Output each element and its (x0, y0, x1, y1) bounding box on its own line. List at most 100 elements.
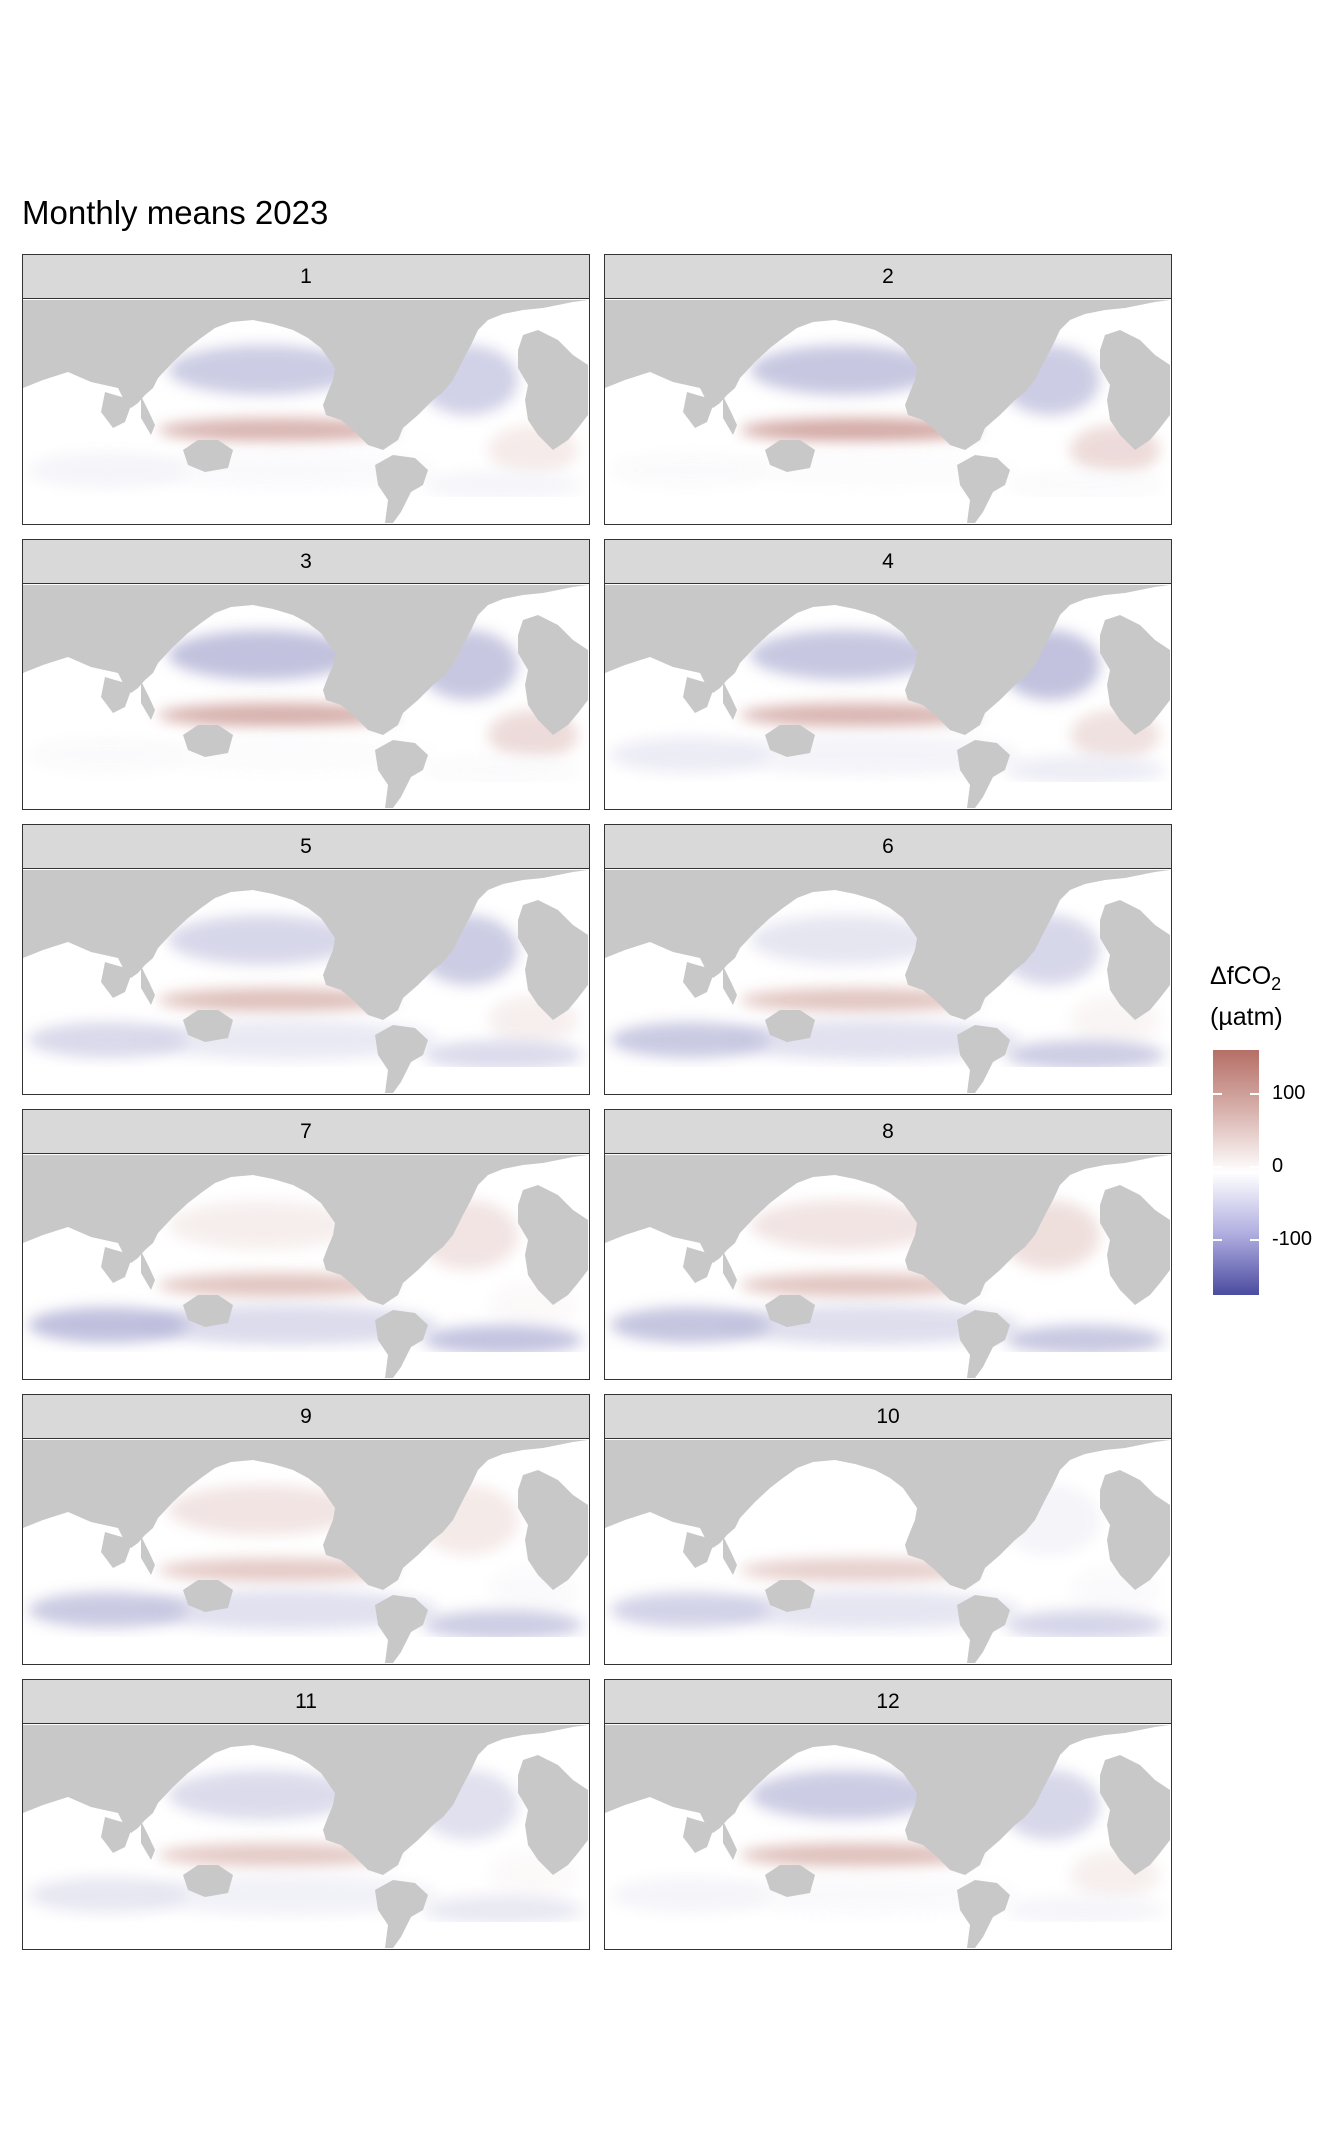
field-equatorial-pacific (740, 1273, 980, 1297)
field-equatorial-pacific (158, 1558, 398, 1582)
facet-panel-5: 5 (22, 824, 590, 1095)
land-mass-3 (101, 962, 133, 998)
land-mass-1 (605, 1725, 1170, 1875)
land-mass-1 (605, 300, 1170, 450)
legend-tick-label: -100 (1272, 1228, 1313, 1251)
land-mass-4 (765, 1865, 815, 1897)
facet-strip-label: 4 (605, 540, 1171, 584)
field-equatorial-pacific (740, 988, 980, 1012)
land-mass-6 (957, 1025, 1010, 1093)
field-north-pacific (750, 345, 940, 395)
land-mass-1 (605, 870, 1170, 1020)
ocean-map (605, 1725, 1170, 1948)
field-indian-ocean (610, 737, 770, 773)
land-mass-4 (183, 440, 233, 472)
legend-tick-mark (1250, 1239, 1259, 1242)
field-north-pacific (750, 915, 940, 965)
land-mass-4 (765, 1010, 815, 1042)
field-north-pacific (168, 1770, 358, 1820)
field-southern-atlantic (423, 755, 583, 785)
land-mass-6 (375, 740, 428, 808)
field-indian-ocean (610, 1877, 770, 1913)
field-southern-atlantic (423, 470, 583, 500)
field-north-pacific (168, 1485, 358, 1535)
land-mass-2 (141, 1821, 155, 1860)
color-legend: ΔfCO2 (µatm) 100 0 -100 (1210, 960, 1344, 1295)
land-mass-1 (23, 1440, 588, 1590)
ocean-map (605, 870, 1170, 1093)
field-equatorial-pacific (158, 1273, 398, 1297)
facet-panel-9: 9 (22, 1394, 590, 1665)
ocean-map (23, 870, 588, 1093)
land-mass-5 (1100, 900, 1170, 1020)
land-mass-5 (1100, 1470, 1170, 1590)
land-mass-2 (723, 1536, 737, 1575)
land-mass-3 (101, 392, 133, 428)
field-equatorial-pacific (158, 1843, 398, 1867)
land-mass-1 (605, 585, 1170, 735)
land-mass-5 (1100, 1755, 1170, 1875)
legend-tick-mark (1250, 1166, 1259, 1168)
facet-panel-6: 6 (604, 824, 1172, 1095)
ocean-map (23, 1440, 588, 1663)
facet-panel-4: 4 (604, 539, 1172, 810)
facet-strip-label: 11 (23, 1680, 589, 1724)
land-mass-6 (957, 455, 1010, 523)
land-mass-5 (518, 330, 588, 450)
facet-panel-7: 7 (22, 1109, 590, 1380)
legend-tick-label: 100 (1272, 1081, 1306, 1104)
field-indian-ocean (610, 452, 770, 488)
land-mass-4 (765, 1295, 815, 1327)
facet-strip-label: 8 (605, 1110, 1171, 1154)
facet-strip-label: 3 (23, 540, 589, 584)
land-mass-6 (375, 455, 428, 523)
facet-strip-label: 1 (23, 255, 589, 299)
land-mass-3 (101, 1532, 133, 1568)
legend-title-unit: (µatm) (1210, 1003, 1283, 1031)
land-mass-2 (723, 681, 737, 720)
field-southern-atlantic (423, 1610, 583, 1640)
facet-strip-label: 2 (605, 255, 1171, 299)
land-mass-6 (375, 1595, 428, 1663)
ocean-map (23, 1725, 588, 1948)
land-mass-4 (183, 1295, 233, 1327)
field-indian-ocean (28, 1022, 188, 1058)
legend-tick-label: 0 (1272, 1155, 1284, 1177)
land-mass-5 (518, 900, 588, 1020)
facet-panel-8: 8 (604, 1109, 1172, 1380)
field-southern-atlantic (1005, 1610, 1165, 1640)
field-indian-ocean (610, 1592, 770, 1628)
land-mass-4 (765, 725, 815, 757)
land-mass-6 (957, 1880, 1010, 1948)
land-mass-5 (1100, 1185, 1170, 1305)
facet-panel-12: 12 (604, 1679, 1172, 1950)
legend-tick-mark (1213, 1239, 1222, 1242)
land-mass-2 (723, 966, 737, 1005)
facet-panel-3: 3 (22, 539, 590, 810)
facet-strip-label: 6 (605, 825, 1171, 869)
field-indian-ocean (610, 1307, 770, 1343)
field-southern-atlantic (1005, 1895, 1165, 1925)
legend-tick-mark (1250, 1092, 1259, 1095)
land-mass-6 (375, 1310, 428, 1378)
legend-tick-mark (1213, 1166, 1222, 1168)
land-mass-2 (723, 1821, 737, 1860)
land-mass-3 (683, 392, 715, 428)
land-mass-6 (957, 1595, 1010, 1663)
land-mass-2 (141, 1536, 155, 1575)
plot-title: Monthly means 2023 (22, 194, 329, 231)
land-mass-2 (141, 966, 155, 1005)
legend-tick-mark (1213, 1092, 1222, 1095)
land-mass-4 (183, 1010, 233, 1042)
land-mass-2 (723, 396, 737, 435)
land-mass-2 (723, 1251, 737, 1290)
land-mass-3 (683, 1247, 715, 1283)
facet-panel-11: 11 (22, 1679, 590, 1950)
field-indian-ocean (28, 1592, 188, 1628)
ocean-map (23, 585, 588, 808)
land-mass-6 (375, 1880, 428, 1948)
land-mass-3 (101, 677, 133, 713)
field-indian-ocean (610, 1022, 770, 1058)
land-mass-4 (183, 1865, 233, 1897)
land-mass-3 (683, 962, 715, 998)
